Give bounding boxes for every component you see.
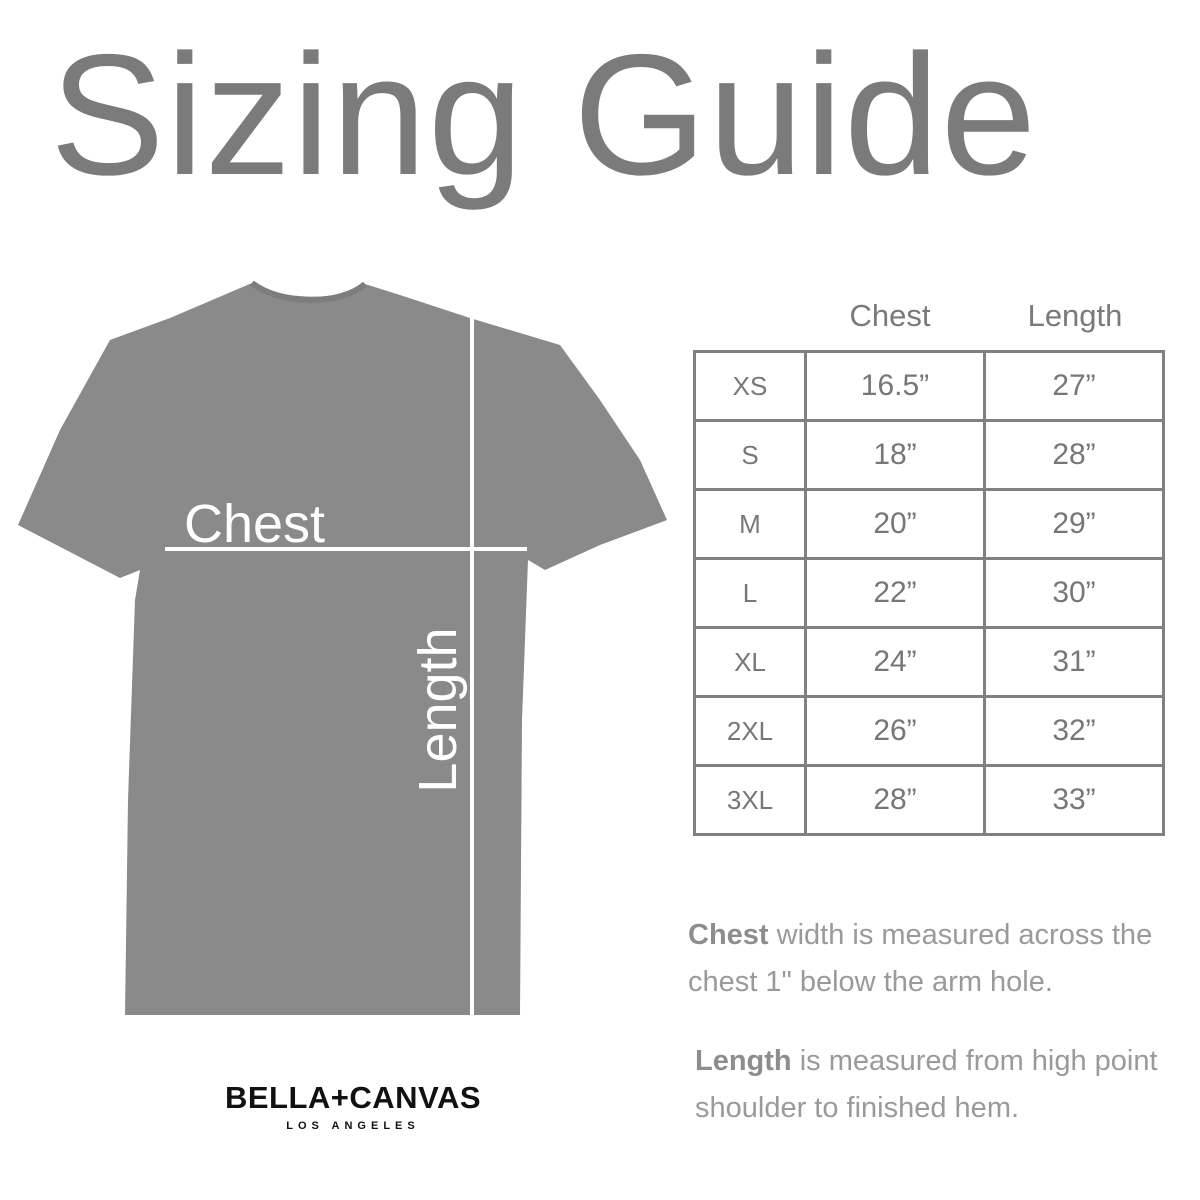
length-cell: 33”	[983, 764, 1165, 836]
length-cell: 31”	[983, 626, 1165, 698]
logo-city: LOS ANGELES	[286, 1120, 420, 1132]
size-cell: XL	[693, 626, 807, 698]
size-cell: S	[693, 419, 807, 491]
length-cell: 29”	[983, 488, 1165, 560]
column-header-chest: Chest	[849, 298, 931, 333]
chest-cell: 26”	[804, 695, 986, 767]
tshirt-body	[18, 283, 667, 1015]
chest-label: Chest	[184, 494, 326, 554]
chest-note: Chest width is measured across the chest…	[688, 912, 1188, 1006]
page-title: Sizing Guide	[48, 18, 1038, 213]
length-cell: 32”	[983, 695, 1165, 767]
length-cell: 30”	[983, 557, 1165, 629]
chest-cell: 20”	[804, 488, 986, 560]
table-row: 2XL 26” 32”	[693, 695, 1165, 767]
size-cell: L	[693, 557, 807, 629]
logo-brand: BELLA+CANVAS	[224, 1080, 482, 1115]
table-row: S 18” 28”	[693, 419, 1165, 491]
size-cell: 3XL	[693, 764, 807, 836]
tshirt-image	[18, 280, 667, 1015]
size-cell: 2XL	[693, 695, 807, 767]
length-cell: 28”	[983, 419, 1165, 491]
column-header-length: Length	[1027, 298, 1123, 333]
chest-cell: 18”	[804, 419, 986, 491]
table-row: M 20” 29”	[693, 488, 1165, 560]
length-label: Length	[408, 627, 468, 793]
chest-cell: 28”	[804, 764, 986, 836]
table-row: XS 16.5” 27”	[693, 350, 1165, 422]
chest-cell: 22”	[804, 557, 986, 629]
size-table: XS 16.5” 27” S 18” 28” M 20” 29” L 22” 30” XL 24” 31” 2…	[693, 350, 1165, 836]
chest-note-bold: Chest	[688, 919, 769, 951]
length-cell: 27”	[983, 350, 1165, 422]
length-note-text: is measured from high point shoulder to …	[695, 1045, 1158, 1124]
size-cell: XS	[693, 350, 807, 422]
length-note: Length is measured from high point shoul…	[695, 1038, 1165, 1132]
chest-cell: 24”	[804, 626, 986, 698]
chest-cell: 16.5”	[804, 350, 986, 422]
length-note-bold: Length	[695, 1045, 792, 1077]
bella-canvas-logo: BELLA+CANVAS LOS ANGELES	[193, 1068, 513, 1143]
table-row: 3XL 28” 33”	[693, 764, 1165, 836]
table-row: L 22” 30”	[693, 557, 1165, 629]
table-row: XL 24” 31”	[693, 626, 1165, 698]
size-cell: M	[693, 488, 807, 560]
collar	[250, 280, 367, 303]
chest-note-text: width is measured across the chest 1" be…	[688, 919, 1153, 998]
